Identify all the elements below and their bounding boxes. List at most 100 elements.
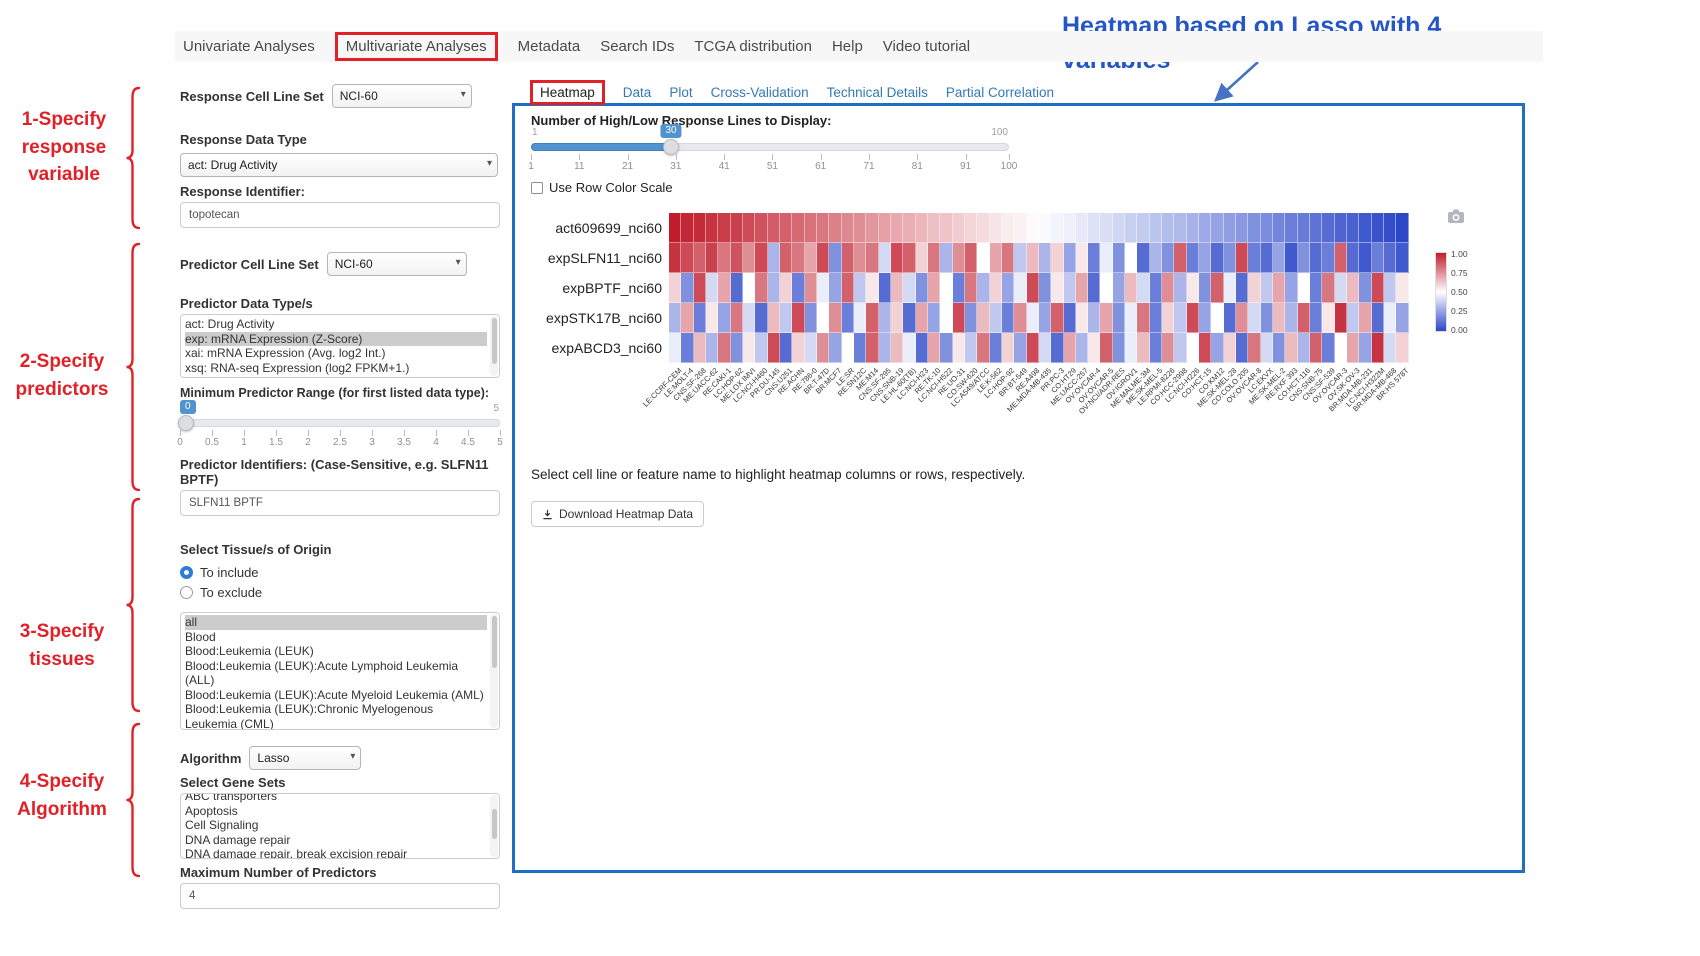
option-blood-leukemia-leuk-acute-lymphoid-leukemia-all[interactable]: Blood:Leukemia (LEUK):Acute Lymphoid Leu… (185, 658, 459, 688)
response-identifier-input[interactable] (180, 202, 500, 228)
option-all[interactable]: all (185, 615, 487, 630)
heatmap-cell (903, 333, 916, 363)
slider-handle[interactable] (663, 139, 680, 155)
row-color-scale-checkbox[interactable]: Use Row Color Scale (531, 180, 673, 195)
option-cell-signaling[interactable]: Cell Signaling (185, 818, 259, 832)
heatmap-cell (742, 213, 756, 243)
heatmap-cell (1014, 243, 1027, 273)
heatmap-cell (1125, 243, 1138, 273)
heatmap-cell (804, 243, 817, 273)
nav-tab-multivariate-analyses[interactable]: Multivariate Analyses (334, 32, 498, 61)
nav-tab-video-tutorial[interactable]: Video tutorial (882, 38, 971, 55)
option-act-drug-activity[interactable]: act: Drug Activity (185, 317, 275, 331)
scrollbar[interactable] (490, 614, 498, 728)
heatmap-cell (989, 243, 1002, 273)
option-blood-leukemia-leuk[interactable]: Blood:Leukemia (LEUK) (185, 644, 314, 658)
response-cell-line-set-label: Response Cell Line Set (180, 88, 324, 104)
scrollbar[interactable] (490, 316, 498, 376)
heatmap-row-label[interactable]: act609699_nci60 (555, 220, 662, 236)
heatmap-cell (1162, 213, 1175, 243)
algorithm-select[interactable]: Lasso ▾ (249, 746, 362, 770)
nav-tab-univariate-analyses[interactable]: Univariate Analyses (183, 38, 315, 55)
heatmap-cell (1162, 273, 1175, 303)
heatmap-row-label[interactable]: expSLFN11_nci60 (547, 250, 662, 266)
heatmap-cell (977, 273, 990, 303)
slider-max-label: 5 (493, 403, 499, 414)
nav-tab-search-ids[interactable]: Search IDs (600, 38, 675, 55)
display-lines-slider[interactable]: 1 100 30 1 11 21 31 41 51 61 71 81 91 100 (528, 124, 1017, 175)
option-xai-mrna-expression-avg-log2-int[interactable]: xai: mRNA Expression (Avg. log2 Int.) (185, 346, 386, 360)
heatmap-cell (1371, 273, 1385, 303)
heatmap-cell (1112, 243, 1126, 273)
radio-to-include[interactable]: To include (180, 562, 500, 582)
option-apoptosis[interactable]: Apoptosis (185, 803, 238, 818)
heatmap-cell (1285, 333, 1298, 363)
heatmap-cell (767, 303, 780, 333)
heatmap-cell (669, 333, 682, 363)
option-dna-damage-repair[interactable]: DNA damage repair (185, 832, 291, 847)
heatmap-row-label[interactable]: expABCD3_nci60 (551, 340, 662, 356)
heatmap-cell (1149, 273, 1163, 303)
heatmap-colorbar: 1.00 0.75 0.50 0.25 0.00 (1435, 249, 1468, 335)
heatmap-row-label[interactable]: expBPTF_nci60 (562, 280, 662, 296)
option-exp-mrna-expression-z-score[interactable]: exp: mRNA Expression (Z-Score) (185, 331, 487, 346)
camera-icon[interactable] (1447, 208, 1465, 224)
results-tab-cross-validation[interactable]: Cross-Validation (710, 85, 809, 100)
heatmap-cell (779, 273, 793, 303)
predictor-identifiers-input[interactable] (180, 490, 500, 516)
display-lines-label: Number of High/Low Response Lines to Dis… (531, 113, 832, 128)
option-xsq-rna-seq-expression-log2-fpkm-1[interactable]: xsq: RNA-seq Expression (log2 FPKM+1.) (185, 360, 410, 375)
heatmap-cell (1026, 303, 1039, 333)
heatmap-cell (1297, 333, 1311, 363)
heatmap-cell (1236, 243, 1249, 273)
heatmap-cell (1014, 303, 1027, 333)
slider-handle[interactable] (178, 415, 194, 431)
results-tab-technical-details[interactable]: Technical Details (826, 85, 928, 100)
heatmap-panel: Number of High/Low Response Lines to Dis… (512, 103, 1525, 873)
heatmap-cell (804, 303, 817, 333)
nav-tab-tcga-distribution[interactable]: TCGA distribution (694, 38, 812, 55)
checkbox-icon[interactable] (531, 181, 543, 194)
heatmap-cell (952, 243, 965, 273)
heatmap-cell (1310, 333, 1323, 363)
option-blood-leukemia-leuk-acute-myeloid-leukemia-aml[interactable]: Blood:Leukemia (LEUK):Acute Myeloid Leuk… (185, 687, 484, 702)
heatmap-cell (1236, 303, 1249, 333)
predictor-cell-line-set-select[interactable]: NCI-60 ▾ (326, 252, 467, 276)
results-tab-plot[interactable]: Plot (669, 85, 693, 100)
nav-tab-help[interactable]: Help (831, 38, 863, 55)
heatmap-cell (705, 213, 719, 243)
heatmap-cell (1273, 333, 1286, 363)
radio-to-exclude[interactable]: To exclude (180, 582, 500, 602)
heatmap-cell (1248, 243, 1261, 273)
heatmap-row: expSTK17B_nci60 (529, 303, 1509, 333)
heatmap-cell (829, 213, 842, 243)
download-button-label: Download Heatmap Data (559, 507, 694, 521)
heatmap-cell (952, 333, 965, 363)
heatmap-cell (1211, 273, 1224, 303)
heatmap-cell (1014, 333, 1027, 363)
heatmap-cell (1260, 213, 1274, 243)
heatmap-row-label[interactable]: expSTK17B_nci60 (546, 310, 662, 326)
results-tab-heatmap[interactable]: Heatmap (530, 80, 605, 105)
option-blood[interactable]: Blood (185, 629, 216, 644)
results-tab-data[interactable]: Data (622, 85, 652, 100)
scrollbar[interactable] (490, 795, 498, 857)
download-heatmap-data-button[interactable]: Download Heatmap Data (531, 501, 705, 527)
option-blood-leukemia-leuk-chronic-myelogenous-leukemia-cml[interactable]: Blood:Leukemia (LEUK):Chronic Myelogenou… (185, 702, 434, 730)
heatmap-cell (1075, 333, 1089, 363)
radio-icon[interactable] (180, 585, 193, 599)
option-dna-damage-repair-break-excision-repair[interactable]: DNA damage repair, break excision repair (185, 847, 408, 859)
response-cell-line-set-select[interactable]: NCI-60 ▾ (331, 84, 472, 108)
min-predictor-range-slider[interactable]: 0 5 0 00.511.522.533.544.55 (177, 400, 503, 451)
radio-icon[interactable] (180, 565, 193, 579)
results-tab-partial-correlation[interactable]: Partial Correlation (945, 85, 1054, 100)
heatmap-cell (1310, 243, 1323, 273)
slider-track[interactable] (180, 419, 500, 427)
nav-tab-metadata[interactable]: Metadata (517, 38, 581, 55)
max-predictors-input[interactable] (180, 883, 500, 909)
heatmap-cell (1260, 303, 1274, 333)
heatmap-cell (1112, 303, 1126, 333)
min-predictor-range-label: Minimum Predictor Range (for first liste… (180, 386, 490, 400)
option-abc-transporters[interactable]: ABC transporters (185, 793, 278, 803)
response-data-type-select[interactable]: act: Drug Activity ▾ (180, 153, 498, 177)
